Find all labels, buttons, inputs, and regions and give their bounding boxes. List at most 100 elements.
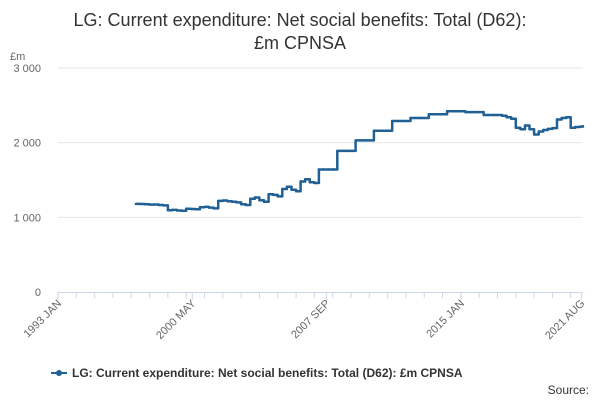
data-point[interactable] (244, 203, 247, 207)
data-point[interactable] (349, 149, 353, 153)
data-point[interactable] (212, 207, 215, 210)
data-point[interactable] (500, 114, 504, 118)
data-point[interactable] (427, 113, 430, 116)
data-point[interactable] (152, 203, 156, 206)
data-point[interactable] (313, 181, 316, 185)
data-point[interactable] (290, 188, 293, 191)
data-point[interactable] (581, 125, 585, 128)
data-point[interactable] (528, 128, 531, 131)
data-point[interactable] (326, 168, 330, 171)
data-point[interactable] (276, 195, 279, 198)
data-point[interactable] (386, 129, 389, 132)
data-point[interactable] (194, 208, 197, 211)
data-point[interactable] (505, 116, 508, 119)
data-point[interactable] (514, 126, 517, 129)
data-point[interactable] (336, 149, 339, 153)
data-point[interactable] (560, 116, 563, 120)
data-point[interactable] (304, 178, 307, 181)
data-point[interactable] (423, 116, 426, 120)
data-point[interactable] (185, 207, 188, 210)
data-point[interactable] (404, 119, 408, 123)
data-point[interactable] (555, 118, 559, 121)
data-point[interactable] (400, 119, 403, 123)
data-point[interactable] (487, 113, 490, 117)
data-point[interactable] (221, 199, 224, 202)
data-point[interactable] (482, 113, 485, 117)
data-point[interactable] (180, 209, 183, 212)
data-point[interactable] (468, 110, 472, 114)
data-point[interactable] (322, 168, 325, 171)
data-point[interactable] (253, 196, 257, 199)
data-point[interactable] (409, 116, 412, 120)
data-point[interactable] (569, 126, 572, 129)
data-point[interactable] (258, 199, 261, 202)
data-point[interactable] (235, 201, 238, 204)
data-point[interactable] (372, 129, 376, 132)
data-point[interactable] (395, 119, 398, 123)
data-point[interactable] (230, 200, 234, 203)
data-point[interactable] (532, 133, 536, 136)
data-point[interactable] (496, 113, 499, 117)
data-point[interactable] (239, 203, 243, 206)
data-point[interactable] (262, 200, 266, 203)
data-point[interactable] (148, 203, 151, 206)
series-line[interactable] (135, 110, 585, 213)
data-point[interactable] (175, 209, 179, 212)
data-point[interactable] (143, 203, 147, 206)
data-point[interactable] (134, 202, 137, 206)
data-point[interactable] (445, 110, 449, 113)
data-point[interactable] (363, 139, 366, 142)
data-point[interactable] (171, 208, 174, 212)
data-point[interactable] (574, 125, 577, 129)
data-point[interactable] (459, 110, 463, 113)
data-point[interactable] (139, 202, 142, 206)
data-point[interactable] (519, 128, 522, 131)
data-point[interactable] (377, 129, 380, 132)
data-point[interactable] (441, 113, 444, 116)
data-point[interactable] (491, 113, 495, 117)
data-point[interactable] (317, 168, 321, 171)
data-point[interactable] (157, 203, 160, 207)
data-point[interactable] (308, 181, 311, 184)
data-point[interactable] (162, 204, 165, 207)
data-point[interactable] (413, 116, 417, 120)
data-point[interactable] (294, 190, 298, 193)
data-point[interactable] (281, 187, 284, 191)
data-point[interactable] (267, 193, 270, 196)
data-point[interactable] (381, 129, 385, 132)
data-point[interactable] (551, 126, 554, 130)
data-point[interactable] (537, 130, 540, 133)
data-point[interactable] (249, 197, 252, 200)
data-point[interactable] (166, 209, 170, 212)
data-point[interactable] (207, 206, 211, 209)
data-point[interactable] (455, 110, 458, 113)
data-point[interactable] (565, 116, 568, 119)
data-point[interactable] (391, 119, 394, 123)
legend[interactable]: LG: Current expenditure: Net social bene… (51, 366, 463, 380)
data-point[interactable] (354, 139, 357, 142)
data-point[interactable] (299, 180, 302, 183)
data-point[interactable] (226, 200, 229, 203)
data-point[interactable] (217, 199, 220, 203)
data-point[interactable] (436, 113, 440, 116)
data-point[interactable] (523, 124, 527, 127)
data-point[interactable] (189, 207, 192, 211)
data-point[interactable] (432, 113, 435, 116)
data-point[interactable] (272, 193, 275, 197)
data-point[interactable] (198, 206, 202, 209)
data-point[interactable] (578, 125, 582, 128)
data-point[interactable] (418, 116, 421, 120)
data-point[interactable] (542, 128, 545, 132)
legend-label[interactable]: LG: Current expenditure: Net social bene… (72, 366, 463, 380)
data-point[interactable] (285, 185, 289, 188)
data-point[interactable] (368, 139, 371, 142)
data-point[interactable] (464, 110, 467, 114)
data-point[interactable] (358, 139, 362, 142)
data-point[interactable] (345, 149, 348, 153)
data-point[interactable] (473, 110, 476, 114)
data-point[interactable] (510, 117, 513, 121)
data-point[interactable] (546, 127, 549, 131)
data-point[interactable] (478, 110, 481, 114)
data-point[interactable] (340, 149, 343, 153)
data-point[interactable] (203, 205, 206, 209)
